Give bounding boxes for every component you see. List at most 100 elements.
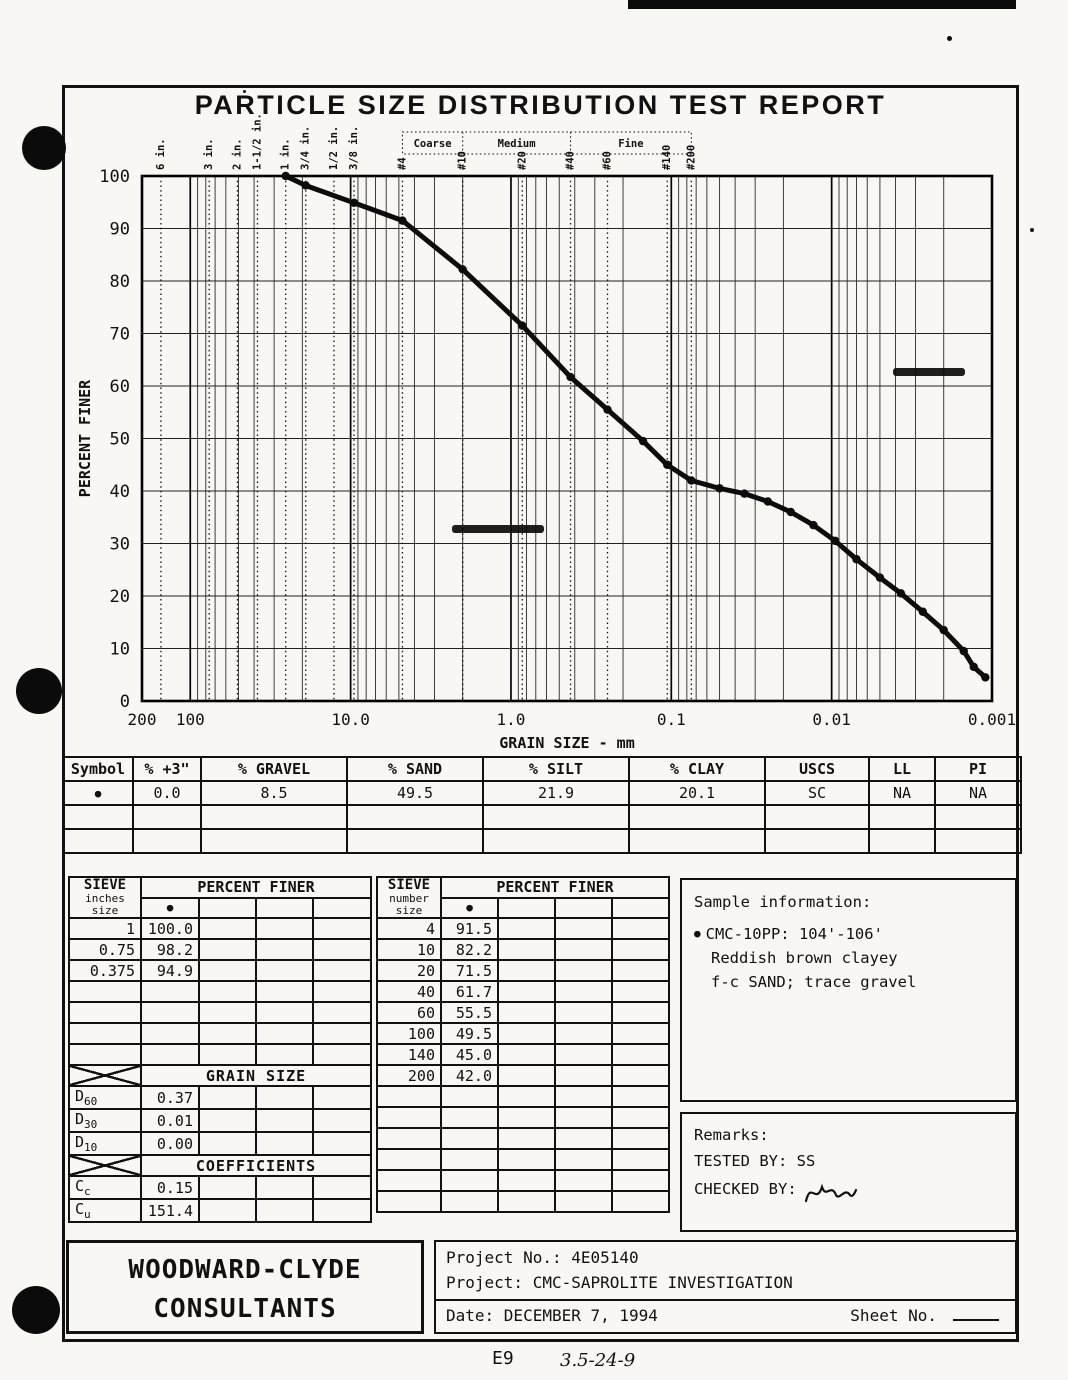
empty-cell <box>610 1169 671 1192</box>
empty-cell <box>497 938 556 961</box>
sheet-number-label: Sheet No. <box>850 1306 937 1325</box>
empty-cell <box>554 1106 613 1129</box>
company-box: WOODWARD-CLYDE CONSULTANTS <box>66 1240 424 1334</box>
empty-cell <box>198 1001 257 1024</box>
empty-cell <box>497 1190 556 1213</box>
empty-cell <box>255 917 314 940</box>
empty-cell <box>198 959 257 982</box>
svg-text:1-1/2 in.: 1-1/2 in. <box>251 113 263 170</box>
scan-speck <box>243 90 246 93</box>
scan-artifact-bar <box>628 0 1016 9</box>
empty-cell <box>255 1085 314 1110</box>
empty-cell <box>311 1022 373 1045</box>
empty-cell <box>497 1148 556 1171</box>
sieve-size-cell <box>376 1148 442 1171</box>
report-title: PARTICLE SIZE DISTRIBUTION TEST REPORT <box>194 90 887 120</box>
empty-cell <box>554 959 613 982</box>
sieve-symbol-row: ● <box>377 896 671 919</box>
crossed-out-cell <box>68 1064 142 1087</box>
sample-info-heading: Sample information: <box>694 893 872 911</box>
parameter-label-cell: D30 <box>68 1108 142 1133</box>
empty-cell <box>311 938 373 961</box>
svg-text:#60: #60 <box>601 151 613 170</box>
svg-text:#140: #140 <box>661 145 673 170</box>
empty-cell <box>198 917 257 940</box>
empty-cell <box>255 959 314 982</box>
divider <box>436 1299 1015 1301</box>
sieve-header-row: SIEVE inches size PERCENT FINER <box>68 876 373 919</box>
pct-plus3-value: 0.0 <box>132 780 202 806</box>
empty-cell <box>764 804 870 830</box>
sieve-table-row: 0.375 94.9 <box>68 959 373 982</box>
empty-cell <box>200 828 348 854</box>
sieve-size-cell: 200 <box>376 1064 442 1087</box>
percent-finer-cell: 82.2 <box>440 938 499 961</box>
sieve-table-row: 20 71.5 <box>376 959 671 982</box>
percent-finer-cell: 91.5 <box>440 917 499 940</box>
svg-text:Coarse: Coarse <box>414 138 452 150</box>
empty-cell <box>554 896 613 919</box>
series-symbol: ● <box>62 780 134 806</box>
pi-value: NA <box>934 780 1022 806</box>
empty-cell <box>346 804 484 830</box>
svg-text:1.0: 1.0 <box>497 710 526 729</box>
empty-cell <box>610 917 671 940</box>
sample-id: CMC-10PP: 104'-106' <box>705 925 883 944</box>
empty-cell <box>497 1169 556 1192</box>
sieve-table-row: 1 100.0 <box>68 917 373 940</box>
empty-cell <box>934 804 1022 830</box>
empty-cell <box>255 1001 314 1024</box>
parameter-row: Cc 0.15 <box>68 1175 373 1200</box>
remarks-box: Remarks: TESTED BY: SS CHECKED BY: <box>680 1112 1017 1232</box>
percent-finer-cell <box>440 1190 499 1213</box>
checked-by-signature <box>804 1183 857 1202</box>
sieve-table-row: 0.75 98.2 <box>68 938 373 961</box>
handwritten-number: 3.5-24-9 <box>560 1350 636 1371</box>
empty-cell <box>255 1131 314 1156</box>
empty-cell <box>482 804 630 830</box>
parameter-row: D30 0.01 <box>68 1108 373 1133</box>
sieve-table-row <box>376 1148 671 1171</box>
checked-by-line: CHECKED BY: <box>694 1175 1003 1203</box>
scan-smudge <box>452 525 544 533</box>
page-code: E9 <box>492 1348 514 1369</box>
svg-text:0.01: 0.01 <box>812 710 851 729</box>
sieve-table-row: 100 49.5 <box>376 1022 671 1045</box>
empty-cell <box>497 1106 556 1129</box>
sieve-size-cell: 4 <box>376 917 442 940</box>
sieve-table-row <box>68 1043 373 1066</box>
sieve-size-cell: 0.75 <box>68 938 142 961</box>
percent-finer-cell: 71.5 <box>440 959 499 982</box>
percent-finer-cell: 100.0 <box>140 917 200 940</box>
summary-header-ll: LL <box>868 756 936 782</box>
checked-by-label: CHECKED BY: <box>694 1180 797 1199</box>
sieve-size-cell: 0.375 <box>68 959 142 982</box>
percent-finer-header: PERCENT FINER <box>139 876 373 899</box>
summary-header-gravel: % GRAVEL <box>200 756 348 782</box>
empty-cell <box>497 1127 556 1150</box>
empty-cell <box>610 1148 671 1171</box>
percent-finer-cell: 55.5 <box>440 1001 499 1024</box>
sample-description-line1: Reddish brown clayey <box>711 949 898 968</box>
svg-text:3/8 in.: 3/8 in. <box>348 126 360 170</box>
project-name: Project: CMC-SAPROLITE INVESTIGATION <box>446 1273 793 1292</box>
empty-cell <box>482 828 630 854</box>
pct-gravel-value: 8.5 <box>200 780 348 806</box>
svg-text:#200: #200 <box>685 145 697 170</box>
project-box: Project No.: 4E05140 Project: CMC-SAPROL… <box>434 1240 1017 1334</box>
hole-punch-icon <box>12 1286 60 1334</box>
svg-text:Medium: Medium <box>498 138 536 150</box>
empty-cell <box>610 1001 671 1024</box>
empty-cell <box>311 917 373 940</box>
grain-size-chart: 0 10 20 30 40 50 60 70 80 90 100 6 in. 3 in. 2 in. 1-1… <box>76 113 1016 752</box>
pct-sand-value: 49.5 <box>346 780 484 806</box>
summary-header-row: Symbol % +3" % GRAVEL % SAND % SILT % CL… <box>62 756 1022 782</box>
empty-cell <box>255 1108 314 1133</box>
percent-finer-header: PERCENT FINER <box>439 876 671 899</box>
empty-cell <box>554 1169 613 1192</box>
empty-cell <box>497 1085 556 1108</box>
sieve-size-cell <box>376 1127 442 1150</box>
svg-text:0.1: 0.1 <box>657 710 686 729</box>
empty-cell <box>554 1001 613 1024</box>
percent-finer-cell: 45.0 <box>440 1043 499 1066</box>
